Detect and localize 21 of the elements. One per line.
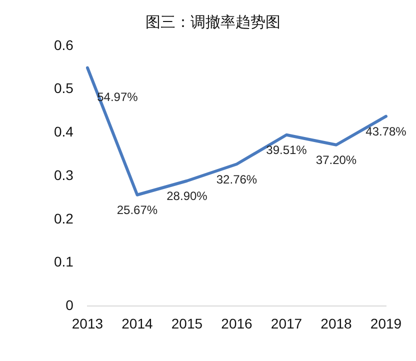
data-label: 43.78% (366, 124, 407, 139)
y-tick-label: 0.6 (54, 36, 74, 53)
data-label: 25.67% (116, 203, 158, 218)
data-label: 39.51% (266, 143, 308, 158)
y-tick-label: 0.1 (54, 254, 74, 270)
data-label: 28.90% (166, 189, 208, 204)
y-tick-label: 0.2 (54, 210, 74, 226)
chart-title: 图三：调撤率趋势图 (146, 14, 280, 32)
y-tick-label: 0.5 (54, 80, 74, 96)
x-tick-label: 2017 (270, 315, 302, 332)
x-tick-label: 2014 (122, 315, 153, 332)
x-tick-label: 2013 (72, 315, 104, 332)
x-tick-label: 2019 (370, 315, 402, 332)
y-tick-label: 0.4 (54, 124, 74, 140)
data-label: 32.76% (216, 172, 258, 186)
y-tick-label: 0 (66, 297, 74, 314)
x-tick-label: 2018 (320, 315, 352, 332)
y-tick-label: 0.3 (54, 166, 74, 183)
x-tick-label: 2015 (171, 315, 203, 332)
x-tick-label: 2016 (221, 315, 253, 332)
data-label: 37.20% (316, 153, 357, 168)
